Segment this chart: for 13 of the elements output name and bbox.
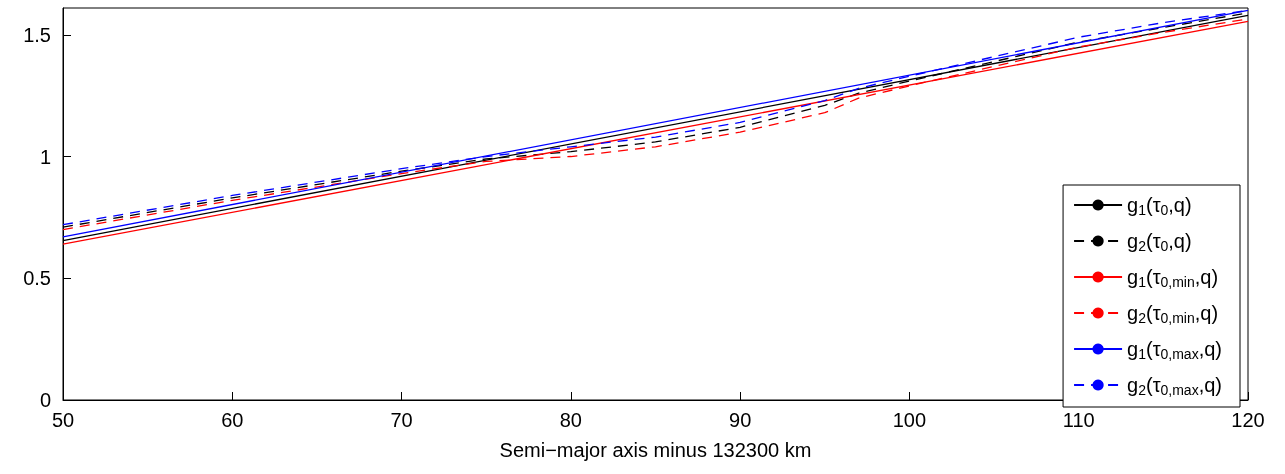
x-axis-title: Semi−major axis minus 132300 km [499,439,812,461]
x-tick-label: 80 [559,409,582,431]
x-tick-label: 110 [1062,409,1095,431]
x-tick-label: 70 [390,409,413,431]
x-tick-label: 90 [729,409,752,431]
y-tick-label: 1.5 [23,23,51,46]
x-tick-label: 100 [892,409,927,431]
y-tick-label: 0.5 [23,267,51,290]
x-tick-label: 50 [51,409,75,431]
x-tick-label: 60 [221,409,244,431]
y-tick-label: 0 [39,389,51,411]
y-tick-label: 1 [39,145,51,168]
x-tick-label: 120 [1231,409,1265,431]
